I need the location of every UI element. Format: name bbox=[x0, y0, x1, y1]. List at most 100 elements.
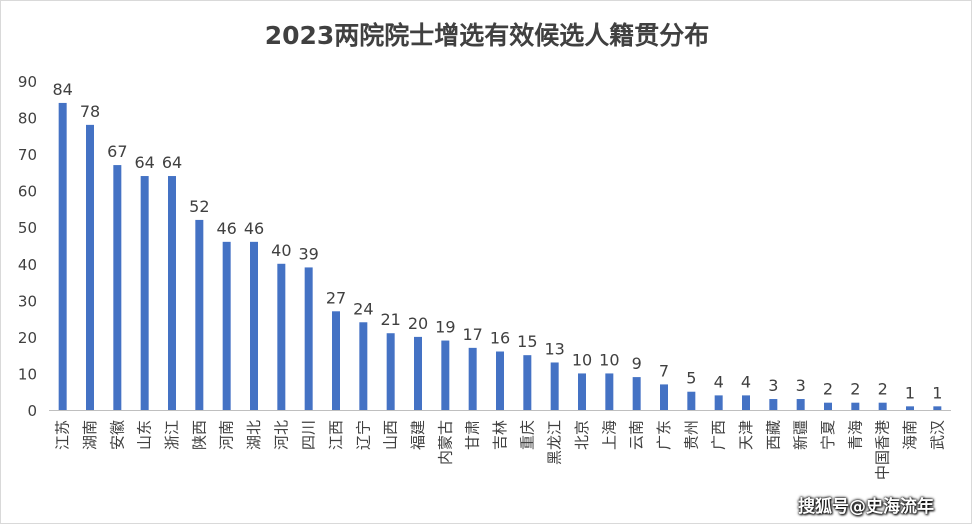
bar bbox=[523, 355, 532, 410]
y-tick-label: 0 bbox=[27, 402, 37, 420]
y-axis: 0 10 20 30 40 50 60 70 80 90 bbox=[18, 73, 37, 420]
bar bbox=[496, 351, 504, 410]
bar bbox=[851, 402, 860, 410]
x-tick-label: 云南 bbox=[628, 420, 646, 450]
data-label: 1 bbox=[905, 383, 915, 402]
bars bbox=[58, 102, 942, 411]
data-label: 1 bbox=[932, 383, 942, 402]
data-label: 3 bbox=[796, 376, 806, 395]
x-tick-label: 广东 bbox=[655, 420, 673, 450]
data-label: 24 bbox=[353, 299, 373, 318]
x-tick-label: 贵州 bbox=[682, 420, 700, 450]
bar bbox=[742, 395, 750, 410]
data-label: 64 bbox=[134, 153, 154, 172]
data-label: 16 bbox=[490, 329, 510, 348]
bar bbox=[414, 336, 422, 410]
data-label: 78 bbox=[80, 102, 100, 121]
y-tick-label: 90 bbox=[18, 73, 37, 91]
bar bbox=[359, 322, 368, 410]
bar bbox=[58, 102, 67, 411]
bar bbox=[140, 176, 149, 410]
x-tick-label: 安徽 bbox=[108, 420, 126, 450]
x-tick-label: 浙江 bbox=[163, 420, 181, 450]
x-tick-label: 山西 bbox=[382, 420, 400, 450]
x-tick-label: 四川 bbox=[300, 420, 318, 450]
y-tick-label: 70 bbox=[18, 146, 37, 164]
y-tick-label: 10 bbox=[18, 365, 37, 383]
data-label: 52 bbox=[189, 197, 209, 216]
bar bbox=[878, 402, 887, 410]
bar bbox=[796, 399, 805, 410]
data-label: 46 bbox=[244, 219, 264, 238]
bar bbox=[468, 347, 477, 410]
x-tick-label: 上海 bbox=[600, 420, 618, 450]
bar bbox=[250, 241, 258, 410]
data-label: 40 bbox=[271, 241, 291, 260]
data-label: 3 bbox=[768, 376, 778, 395]
data-label: 46 bbox=[216, 219, 236, 238]
bar bbox=[578, 373, 586, 410]
x-axis: 江苏 湖南 安徽 山东 浙江 陕西 河南 湖北 河北 四川 江西 辽宁 山西 福建 内蒙古 甘肃 吉林 重庆 黑龙江… bbox=[49, 410, 951, 480]
data-label: 13 bbox=[544, 339, 564, 358]
data-label: 2 bbox=[850, 380, 860, 399]
x-tick-label: 山东 bbox=[136, 420, 154, 450]
bar bbox=[550, 362, 559, 410]
x-tick-label: 西藏 bbox=[764, 420, 782, 450]
bar bbox=[714, 395, 723, 410]
data-label: 84 bbox=[52, 80, 72, 99]
data-label: 27 bbox=[326, 288, 346, 307]
data-label: 19 bbox=[435, 318, 455, 337]
data-label: 7 bbox=[659, 361, 669, 380]
bar bbox=[906, 406, 914, 410]
bar bbox=[113, 165, 122, 410]
x-tick-label: 江西 bbox=[327, 420, 345, 450]
x-tick-label: 江苏 bbox=[54, 420, 72, 450]
x-tick-label: 河北 bbox=[272, 420, 290, 450]
x-tick-label: 甘肃 bbox=[464, 420, 482, 450]
data-label: 2 bbox=[878, 380, 888, 399]
bar bbox=[824, 402, 832, 410]
bar bbox=[222, 241, 231, 410]
y-tick-label: 30 bbox=[18, 292, 37, 310]
bar bbox=[769, 399, 778, 410]
data-label: 21 bbox=[380, 310, 400, 329]
x-tick-label: 陕西 bbox=[190, 420, 208, 450]
bar bbox=[632, 377, 641, 410]
bar bbox=[687, 391, 696, 410]
y-tick-label: 20 bbox=[18, 329, 37, 347]
y-tick-label: 80 bbox=[18, 110, 37, 128]
bar bbox=[195, 219, 204, 410]
data-label: 67 bbox=[107, 142, 127, 161]
x-tick-label: 青海 bbox=[846, 420, 864, 450]
x-tick-label: 天津 bbox=[737, 420, 755, 450]
bar bbox=[441, 340, 450, 410]
data-label: 9 bbox=[632, 354, 642, 373]
x-tick-label: 海南 bbox=[901, 420, 919, 450]
y-tick-label: 40 bbox=[18, 256, 37, 274]
x-tick-label: 武汉 bbox=[928, 420, 946, 450]
x-tick-label: 广西 bbox=[710, 420, 728, 450]
bar bbox=[86, 124, 94, 411]
data-label: 2 bbox=[823, 380, 833, 399]
data-label: 4 bbox=[714, 372, 724, 391]
x-tick-label: 吉林 bbox=[491, 420, 509, 450]
x-tick-label: 福建 bbox=[409, 420, 427, 450]
data-label: 20 bbox=[408, 314, 428, 333]
bar bbox=[660, 384, 668, 410]
data-label: 64 bbox=[162, 153, 182, 172]
bar bbox=[332, 311, 340, 410]
x-tick-label: 新疆 bbox=[792, 420, 810, 450]
chart-title: 2023两院院士增选有效候选人籍贯分布 bbox=[265, 21, 710, 50]
x-tick-label: 湖北 bbox=[245, 420, 263, 450]
x-tick-label: 辽宁 bbox=[354, 420, 372, 450]
data-label: 17 bbox=[462, 325, 482, 344]
bar bbox=[168, 176, 176, 410]
x-tick-label: 内蒙古 bbox=[436, 420, 454, 465]
bar bbox=[304, 267, 313, 410]
x-tick-label: 河南 bbox=[218, 420, 236, 450]
x-tick-label: 湖南 bbox=[81, 420, 99, 450]
bar bbox=[605, 373, 614, 410]
